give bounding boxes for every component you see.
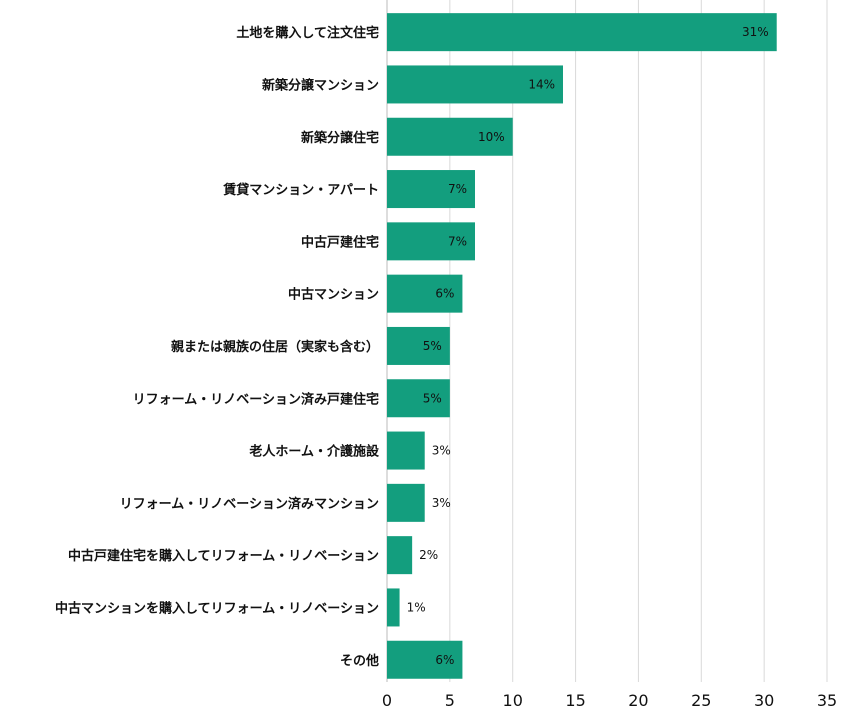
category-label: 中古マンションを購入してリフォーム・リノベーション [55,600,379,616]
value-label: 6% [435,653,454,667]
value-label: 7% [448,182,467,196]
bar [387,170,475,209]
bar [387,222,475,261]
category-label: 中古戸建住宅を購入してリフォーム・リノベーション [68,548,379,564]
value-label: 5% [423,391,442,405]
bar [387,274,463,313]
value-labels: 31% 14% 10% 7% 7% 6% 5% 5% 3% 3% 2% 1% 6% [407,25,769,667]
value-label: 7% [448,234,467,248]
category-label: その他 [340,653,379,669]
x-tick-label: 0 [382,691,392,709]
x-tick-label: 20 [628,691,648,709]
category-label: 新築分譲住宅 [301,130,379,146]
category-label: 親または親族の住居（実家も含む） [171,339,379,355]
category-label: 中古マンション [288,287,379,303]
x-tick-label: 10 [503,691,523,709]
category-label: 老人ホーム・介護施設 [248,444,380,460]
value-label: 5% [423,339,442,353]
x-tick-label: 30 [754,691,774,709]
bar [387,640,463,679]
x-tick-label: 5 [445,691,455,709]
category-label: 土地を購入して注文住宅 [236,25,379,41]
x-tick-label: 35 [817,691,837,709]
bar [387,65,563,104]
category-labels: 土地を購入して注文住宅新築分譲マンション新築分譲住宅賃貸マンション・アパート中古… [55,25,380,669]
x-axis-ticks: 0 5 10 15 20 25 30 35 [382,691,837,709]
value-label: 1% [407,600,426,614]
bar [387,536,413,575]
value-label: 2% [419,548,438,562]
gridlines [386,0,828,682]
value-label: 14% [528,77,555,91]
value-label: 31% [742,25,769,39]
category-label: リフォーム・リノベーション済み戸建住宅 [133,391,379,407]
bar [387,431,425,470]
bar [387,117,513,156]
category-label: 賃貸マンション・アパート [222,182,379,198]
category-label: 新築分譲マンション [262,77,379,93]
x-tick-label: 15 [565,691,585,709]
bar [387,379,450,418]
category-label: リフォーム・リノベーション済みマンション [120,496,379,512]
value-label: 3% [432,444,451,458]
bar [387,13,777,52]
bar [387,588,400,627]
bar [387,326,450,365]
value-label: 10% [478,130,505,144]
value-label: 6% [435,287,454,301]
bars [387,13,777,679]
value-label: 3% [432,496,451,510]
bar [387,483,425,522]
category-label: 中古戸建住宅 [301,234,379,250]
x-tick-label: 25 [691,691,711,709]
